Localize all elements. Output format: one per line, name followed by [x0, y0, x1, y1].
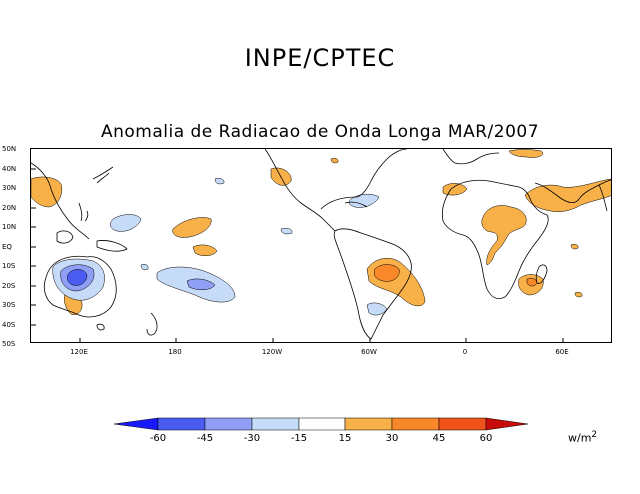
legend-label: 60 [479, 433, 493, 444]
anomaly-indonesia-png [110, 214, 142, 232]
lat-label: 10N [2, 223, 17, 231]
anomaly-north-atlantic [214, 177, 225, 185]
legend-label: 45 [432, 433, 446, 444]
lat-label: 50S [2, 340, 16, 348]
negative-anomalies-strong [67, 269, 88, 286]
legend-colorbar [113, 417, 529, 431]
coast-borneo [56, 230, 74, 244]
olr-anomaly-map [31, 149, 611, 342]
lon-label: 0 [462, 348, 468, 356]
anomaly-central-pacific-eq [192, 244, 218, 256]
lon-label: 60W [361, 348, 377, 356]
coast-australia [43, 255, 117, 318]
legend-label: -30 [243, 433, 261, 444]
legend-swatch [251, 417, 300, 431]
legend-swatch [485, 417, 529, 431]
lat-label: 40S [2, 321, 16, 329]
anomaly-atlantic-small [330, 157, 339, 164]
anomaly-australia-peak [67, 269, 88, 286]
axis-ticks [31, 168, 564, 342]
lon-label: 180 [168, 348, 182, 356]
coast-gulf-mexico [320, 149, 408, 210]
anomaly-indian-ocean-small [570, 243, 579, 250]
anomaly-pacific-east [280, 227, 293, 235]
lon-label: 120W [261, 348, 283, 356]
coast-philippines [78, 202, 89, 222]
legend-label: 15 [338, 433, 352, 444]
lat-label: 30S [2, 301, 16, 309]
coast-south-america [333, 228, 412, 340]
lat-label: 40N [2, 165, 17, 173]
legend-units-exponent: 2 [591, 430, 598, 440]
anomaly-south-pacific-core [186, 278, 216, 290]
anomaly-western-atlantic [348, 194, 380, 208]
legend-swatch [113, 417, 159, 431]
legend-swatch [438, 417, 487, 431]
map-panel [30, 148, 612, 343]
legend-swatch [391, 417, 440, 431]
anomaly-indian-ocean-south [574, 291, 583, 298]
anomaly-south-america-core [374, 264, 400, 282]
coast-new-guinea [96, 240, 128, 252]
anomaly-west-pacific-north [31, 176, 63, 208]
lat-label: 30N [2, 184, 17, 192]
lat-label: 20S [2, 282, 16, 290]
lat-label: 10S [2, 262, 16, 270]
positive-anomalies [31, 149, 611, 315]
negative-anomalies [52, 177, 388, 316]
coast-arabia [534, 179, 611, 203]
legend-swatch [157, 417, 206, 431]
coast-cuba [344, 201, 368, 208]
lat-label: 20N [2, 204, 17, 212]
anomaly-south-america [366, 257, 426, 307]
legend-units-text: w/m [568, 431, 592, 445]
anomaly-pacific-equator [140, 263, 149, 271]
legend-label: -45 [196, 433, 214, 444]
anomaly-east-africa [481, 205, 527, 266]
coast-europe [442, 149, 500, 165]
legend-label: -60 [149, 433, 167, 444]
coast-north-america [264, 149, 336, 232]
coast-east-asia [31, 162, 90, 240]
anomaly-west-africa [442, 183, 468, 196]
coast-tasmania [96, 323, 105, 331]
legend-label: 30 [385, 433, 399, 444]
positive-anomalies-strong [374, 264, 538, 287]
coast-new-zealand [146, 312, 158, 336]
legend-swatch [298, 417, 346, 431]
lat-label: 50N [2, 145, 17, 153]
legend-swatch [204, 417, 253, 431]
lat-label: EQ [2, 243, 12, 251]
anomaly-arabia [524, 178, 611, 212]
anomaly-mediterranean [508, 149, 543, 158]
lon-label: 60E [555, 348, 569, 356]
lon-label: 120E [70, 348, 88, 356]
coast-africa [441, 179, 549, 299]
anomaly-central-pacific-north [172, 217, 212, 238]
legend-swatch [344, 417, 393, 431]
map-title: Anomalia de Radiacao de Onda Longa MAR/2… [100, 122, 540, 142]
coastlines [31, 149, 611, 340]
coast-japan [92, 166, 114, 184]
header-title: INPE/CPTEC [244, 44, 396, 72]
coast-india [598, 184, 608, 212]
legend-units: w/m2 [568, 430, 597, 445]
legend-label: -15 [290, 433, 308, 444]
coast-madagascar [535, 264, 548, 284]
